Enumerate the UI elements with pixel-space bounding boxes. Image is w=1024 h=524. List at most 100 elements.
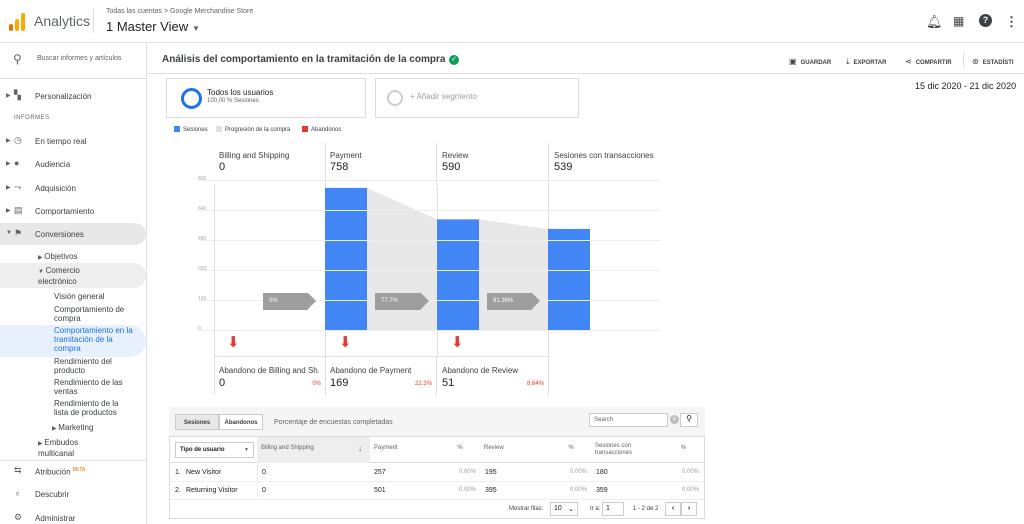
sidebar-item-objetivos[interactable]: ▶ Objetivos xyxy=(38,252,78,263)
sidebar-item-personalizacion[interactable]: ▶ ▚ Personalización xyxy=(0,85,146,107)
segment-name: Todos los usuarios xyxy=(207,88,274,97)
search-button[interactable]: ⚲ xyxy=(680,413,698,427)
legend-label: Abandonos xyxy=(311,127,342,133)
date-range[interactable]: 15 dic 2020 - 21 dic 2020 xyxy=(915,81,1017,91)
column-header[interactable]: Sesiones con transacciones xyxy=(595,443,633,456)
add-segment-label: + Añadir segmento xyxy=(410,92,477,101)
funnel-bar[interactable] xyxy=(325,187,367,330)
add-segment-button[interactable]: + Añadir segmento xyxy=(375,78,579,118)
stats-label: ESTADÍSTI xyxy=(982,60,1014,66)
analytics-logo-icon[interactable] xyxy=(9,13,27,31)
column-header[interactable]: % xyxy=(568,445,574,451)
next-page-button[interactable]: › xyxy=(681,502,697,516)
table-cell: 0 xyxy=(262,469,266,476)
download-icon: ⤓ xyxy=(846,57,850,66)
sidebar-item-descubrir[interactable]: ♁ Descubrir xyxy=(0,483,146,505)
divider xyxy=(93,9,94,33)
stats-button[interactable]: ⊛ ESTADÍSTI xyxy=(972,57,1014,66)
abandonment-arrow-icon: ⬇ xyxy=(339,334,352,351)
column-header[interactable]: Review xyxy=(484,445,504,451)
rows-select[interactable]: 10 ⌄ xyxy=(550,502,578,516)
column-header[interactable]: Payment xyxy=(374,445,398,451)
step-value: 539 xyxy=(554,161,573,173)
gear-icon: ⚙ xyxy=(14,512,23,522)
view-selector[interactable]: 1 Master View ▼ xyxy=(106,19,200,34)
sidebar-item-comportamiento-compra[interactable]: Comportamiento de compra xyxy=(54,305,125,323)
table-header xyxy=(170,437,704,463)
chevron-right-icon: ▶ xyxy=(6,161,11,167)
goto-input[interactable]: 1 xyxy=(602,502,624,516)
column-label: Billing and Shipping xyxy=(261,445,314,451)
sidebar-item-vision-general[interactable]: Visión general xyxy=(54,292,105,301)
funnel-bar[interactable] xyxy=(437,219,479,330)
sidebar-item-atribucion[interactable]: ⇆ Atribución BETA xyxy=(0,460,146,482)
search-icon: ⚲ xyxy=(686,414,692,423)
step-label: Sesiones con transacciones xyxy=(554,151,654,160)
sidebar-item-conversiones[interactable]: ▼ ⚑ Conversiones xyxy=(0,223,146,245)
chevron-down-icon: ▼ xyxy=(38,269,46,275)
row-index: 2. xyxy=(175,487,181,494)
sidebar-item-marketing[interactable]: ▶ Marketing xyxy=(52,423,93,434)
person-icon: ● xyxy=(14,158,20,168)
more-vert-icon[interactable]: ⋮ xyxy=(1005,14,1018,29)
tab-abandonos[interactable]: Abandonos xyxy=(219,414,263,430)
sidebar-item-embudos[interactable]: ▶ Embudos multicanal xyxy=(38,438,108,458)
sort-arrow-icon: ↓ xyxy=(358,444,362,453)
section-label: INFORMES xyxy=(14,115,50,121)
sidebar-item-rendimiento-producto[interactable]: Rendimiento del producto xyxy=(54,357,112,375)
sidebar-item-lista-productos[interactable]: Rendimiento de la lista de productos xyxy=(54,399,119,417)
top-bar xyxy=(0,0,1024,43)
sidebar-item-audiencia[interactable]: ▶ ● Audiencia xyxy=(0,153,146,175)
sidebar-item-tramitacion-compra[interactable]: Comportamiento en la tramitación de la c… xyxy=(54,326,133,353)
prev-page-button[interactable]: ‹ xyxy=(665,502,681,516)
sidebar-item-tiempo-real[interactable]: ▶ ◷ En tiempo real xyxy=(0,130,146,152)
sidebar-item-label: Descubrir xyxy=(35,490,70,499)
table-cell: 195 xyxy=(485,469,497,476)
sidebar-item-label: Administrar xyxy=(35,514,76,523)
sidebar-search-input[interactable]: Buscar informes y artículos xyxy=(37,55,122,62)
funnel-bar[interactable] xyxy=(548,228,590,330)
column-header[interactable]: % xyxy=(680,445,687,451)
chevron-right-icon: › xyxy=(687,505,691,512)
column-header[interactable]: Billing and Shipping ↓ xyxy=(257,437,370,463)
legend-item: Abandonos xyxy=(302,126,341,133)
divider xyxy=(963,53,964,67)
step-value: 758 xyxy=(330,161,349,173)
table-cell: 257 xyxy=(374,469,386,476)
active-item-highlight xyxy=(0,325,146,357)
bell-icon[interactable]: 🔔︎ xyxy=(926,14,943,29)
tab-sesiones[interactable]: Sesiones xyxy=(175,414,219,430)
help-icon[interactable]: ? xyxy=(979,14,992,27)
step-value: 0 xyxy=(219,161,226,173)
clear-icon[interactable]: × xyxy=(670,415,679,424)
breadcrumb[interactable]: Todas las cuentas > Google Merchandise S… xyxy=(106,8,254,15)
active-group-highlight xyxy=(0,263,146,288)
funnel-step-header: Review 590 xyxy=(437,143,549,185)
dimension-select[interactable]: Tipo de usuario ▼ xyxy=(175,442,254,458)
rows-value: 10 xyxy=(554,505,562,512)
step-label: Billing and Shipping xyxy=(219,151,290,160)
sidebar-item-comportamiento[interactable]: ▶ ▤ Comportamiento xyxy=(0,200,146,222)
sidebar-item-administrar[interactable]: ⚙ Administrar xyxy=(0,507,146,524)
chevron-down-icon: ⌄ xyxy=(568,506,574,513)
sidebar-item-rendimiento-ventas[interactable]: Rendimiento de las ventas xyxy=(54,378,123,396)
table-cell: 0.00% xyxy=(458,469,476,475)
column-header[interactable]: % xyxy=(457,445,463,451)
abandonment-arrow-icon: ⬇ xyxy=(451,334,464,351)
sidebar-item-comercio[interactable]: ▼ Comercio electrónico xyxy=(38,266,108,286)
table-search-input[interactable]: Search xyxy=(589,413,668,427)
save-button[interactable]: ▣ GUARDAR xyxy=(789,57,831,66)
abandonment-value: 51 xyxy=(442,377,455,389)
dimension-select-label: Tipo de usuario xyxy=(180,447,225,453)
share-button[interactable]: ⋖ COMPARTIR xyxy=(905,57,952,66)
sidebar-item-adquisicion[interactable]: ▶ ⤳ Adquisición xyxy=(0,177,146,199)
apps-grid-icon[interactable]: ▦ xyxy=(953,14,965,28)
abandonment-pct: 0% xyxy=(312,381,321,387)
chevron-down-icon: ▼ xyxy=(6,230,12,236)
table-cell: 180 xyxy=(596,469,608,476)
sidebar-item-label: Adquisición xyxy=(35,184,76,193)
segment-card[interactable]: Todos los usuarios 100,00 % Sesiones xyxy=(166,78,366,118)
page-title: Análisis del comportamiento en la tramit… xyxy=(162,54,446,65)
export-button[interactable]: ⤓ EXPORTAR xyxy=(846,57,886,67)
gridline xyxy=(200,270,660,271)
